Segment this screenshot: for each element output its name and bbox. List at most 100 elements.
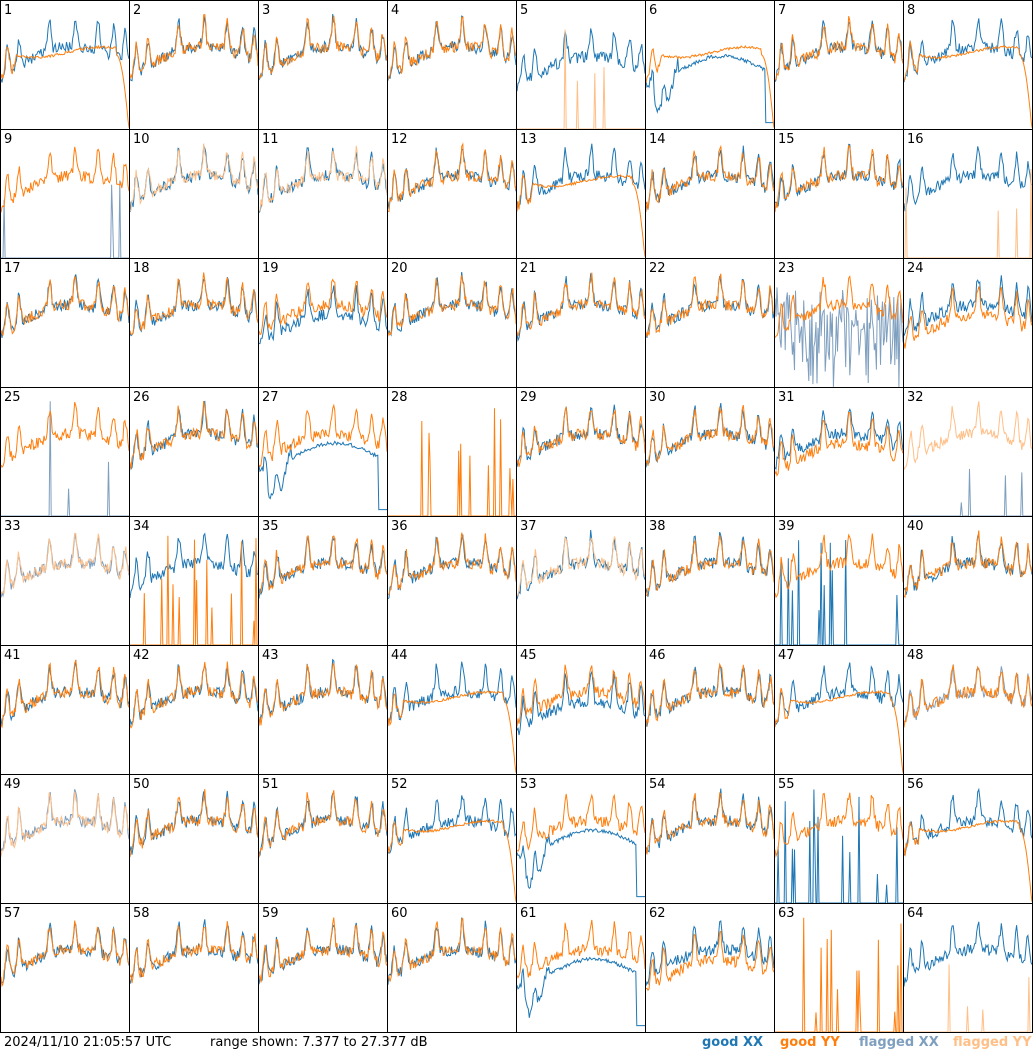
- panel-label-46: 46: [649, 648, 666, 663]
- series-xx-panel-52: [387, 795, 517, 854]
- panel-60: 60: [387, 906, 517, 985]
- panel-label-40: 40: [907, 519, 924, 534]
- series-yy-panel-56: [903, 819, 1033, 902]
- series-xx-panel-16: [903, 146, 1033, 212]
- series-xx-panel-45: [516, 670, 646, 736]
- series-yy-panel-54: [645, 792, 775, 855]
- panel-label-45: 45: [520, 648, 537, 663]
- series-xx-panel-57: [0, 921, 130, 984]
- range-label: range shown: 7.377 to 27.377 dB: [210, 1035, 428, 1050]
- panel-11: 11: [258, 132, 388, 213]
- panel-58: 58: [129, 906, 259, 985]
- series-yy-panel-46: [645, 662, 775, 727]
- series-xx-panel-55: [775, 789, 903, 904]
- series-yy-panel-7: [774, 15, 904, 81]
- panel-24: 24: [903, 261, 1033, 349]
- panel-label-27: 27: [262, 390, 279, 405]
- panel-label-62: 62: [649, 906, 666, 921]
- panel-label-20: 20: [391, 261, 408, 276]
- panel-62: 62: [645, 906, 775, 992]
- series-yy-panel-59: [258, 917, 388, 983]
- panel-label-36: 36: [391, 519, 408, 534]
- series-xx-panel-1: [0, 19, 130, 83]
- panel-label-54: 54: [649, 777, 666, 792]
- series-yy-panel-16: [904, 168, 1033, 259]
- series-yy-panel-3: [258, 15, 388, 80]
- panel-44: 44: [387, 648, 517, 773]
- panel-label-38: 38: [649, 519, 666, 534]
- panel-10: 10: [129, 132, 259, 213]
- series-yy-panel-38: [645, 535, 775, 597]
- panel-26: 26: [129, 390, 259, 471]
- panel-35: 35: [258, 519, 388, 599]
- series-xx-panel-37: [516, 529, 646, 600]
- series-yy-panel-51: [258, 790, 388, 858]
- series-xx-panel-32: [904, 468, 1032, 517]
- panel-label-51: 51: [262, 777, 279, 792]
- panel-17: 17: [0, 261, 130, 338]
- series-yy-panel-37: [517, 535, 646, 596]
- legend-good-xx: good XX: [702, 1035, 764, 1050]
- series-yy-panel-22: [645, 273, 775, 337]
- series-xx-panel-38: [645, 531, 775, 597]
- series-yy-panel-31: [774, 411, 904, 477]
- series-yy-panel-11: [259, 145, 388, 212]
- panel-38: 38: [645, 519, 775, 597]
- panel-31: 31: [774, 390, 904, 477]
- panel-label-52: 52: [391, 777, 408, 792]
- series-xx-panel-31: [774, 408, 904, 471]
- series-yy-panel-17: [0, 275, 130, 336]
- series-xx-panel-10: [129, 143, 259, 213]
- series-xx-panel-5: [516, 28, 646, 92]
- panel-6: 6: [645, 3, 775, 128]
- series-xx-panel-49: [0, 789, 130, 852]
- panel-label-64: 64: [907, 906, 924, 921]
- panel-label-14: 14: [649, 132, 666, 147]
- series-yy-panel-26: [129, 401, 259, 469]
- series-xx-panel-46: [645, 664, 775, 727]
- panel-25: 25: [0, 390, 130, 517]
- panel-label-19: 19: [262, 261, 279, 276]
- series-xx-panel-24: [903, 275, 1033, 336]
- series-xx-panel-26: [129, 400, 259, 471]
- panel-label-23: 23: [778, 261, 795, 276]
- series-yy-panel-21: [516, 272, 646, 337]
- panel-32: 32: [903, 390, 1033, 517]
- panel-55: 55: [774, 777, 904, 904]
- panel-2: 2: [129, 3, 259, 82]
- series-xx-panel-40: [903, 535, 1033, 595]
- panel-14: 14: [645, 132, 775, 212]
- series-yy-panel-10: [129, 143, 259, 211]
- panel-label-9: 9: [4, 132, 12, 147]
- panel-label-53: 53: [520, 777, 537, 792]
- series-xx-panel-21: [516, 272, 646, 342]
- panel-label-39: 39: [778, 519, 795, 534]
- panel-1: 1: [0, 3, 130, 128]
- panel-54: 54: [645, 777, 775, 855]
- series-yy-panel-60: [387, 918, 517, 982]
- series-yy-panel-55: [774, 792, 904, 858]
- panel-label-1: 1: [4, 3, 12, 18]
- series-xx-panel-15: [774, 143, 904, 207]
- series-yy-panel-30: [645, 404, 775, 466]
- series-yy-panel-47: [774, 687, 904, 773]
- series-xx-panel-53: [516, 828, 645, 898]
- panel-label-25: 25: [4, 390, 21, 405]
- series-yy-panel-28: [388, 408, 516, 517]
- panel-label-22: 22: [649, 261, 666, 276]
- panel-16: 16: [903, 132, 1033, 259]
- series-xx-panel-42: [129, 664, 259, 727]
- series-xx-panel-35: [258, 535, 388, 599]
- series-xx-panel-4: [387, 15, 517, 81]
- panel-33: 33: [0, 519, 130, 598]
- panel-21: 21: [516, 261, 646, 342]
- series-yy-panel-33: [0, 532, 130, 595]
- panel-45: 45: [516, 648, 646, 736]
- panel-34: 34: [129, 519, 259, 646]
- panel-label-17: 17: [4, 261, 21, 276]
- panel-label-18: 18: [133, 261, 150, 276]
- series-xx-panel-27: [258, 440, 387, 511]
- panel-label-7: 7: [778, 3, 786, 18]
- series-yy-panel-25: [0, 401, 130, 468]
- series-yy-panel-45: [516, 664, 646, 727]
